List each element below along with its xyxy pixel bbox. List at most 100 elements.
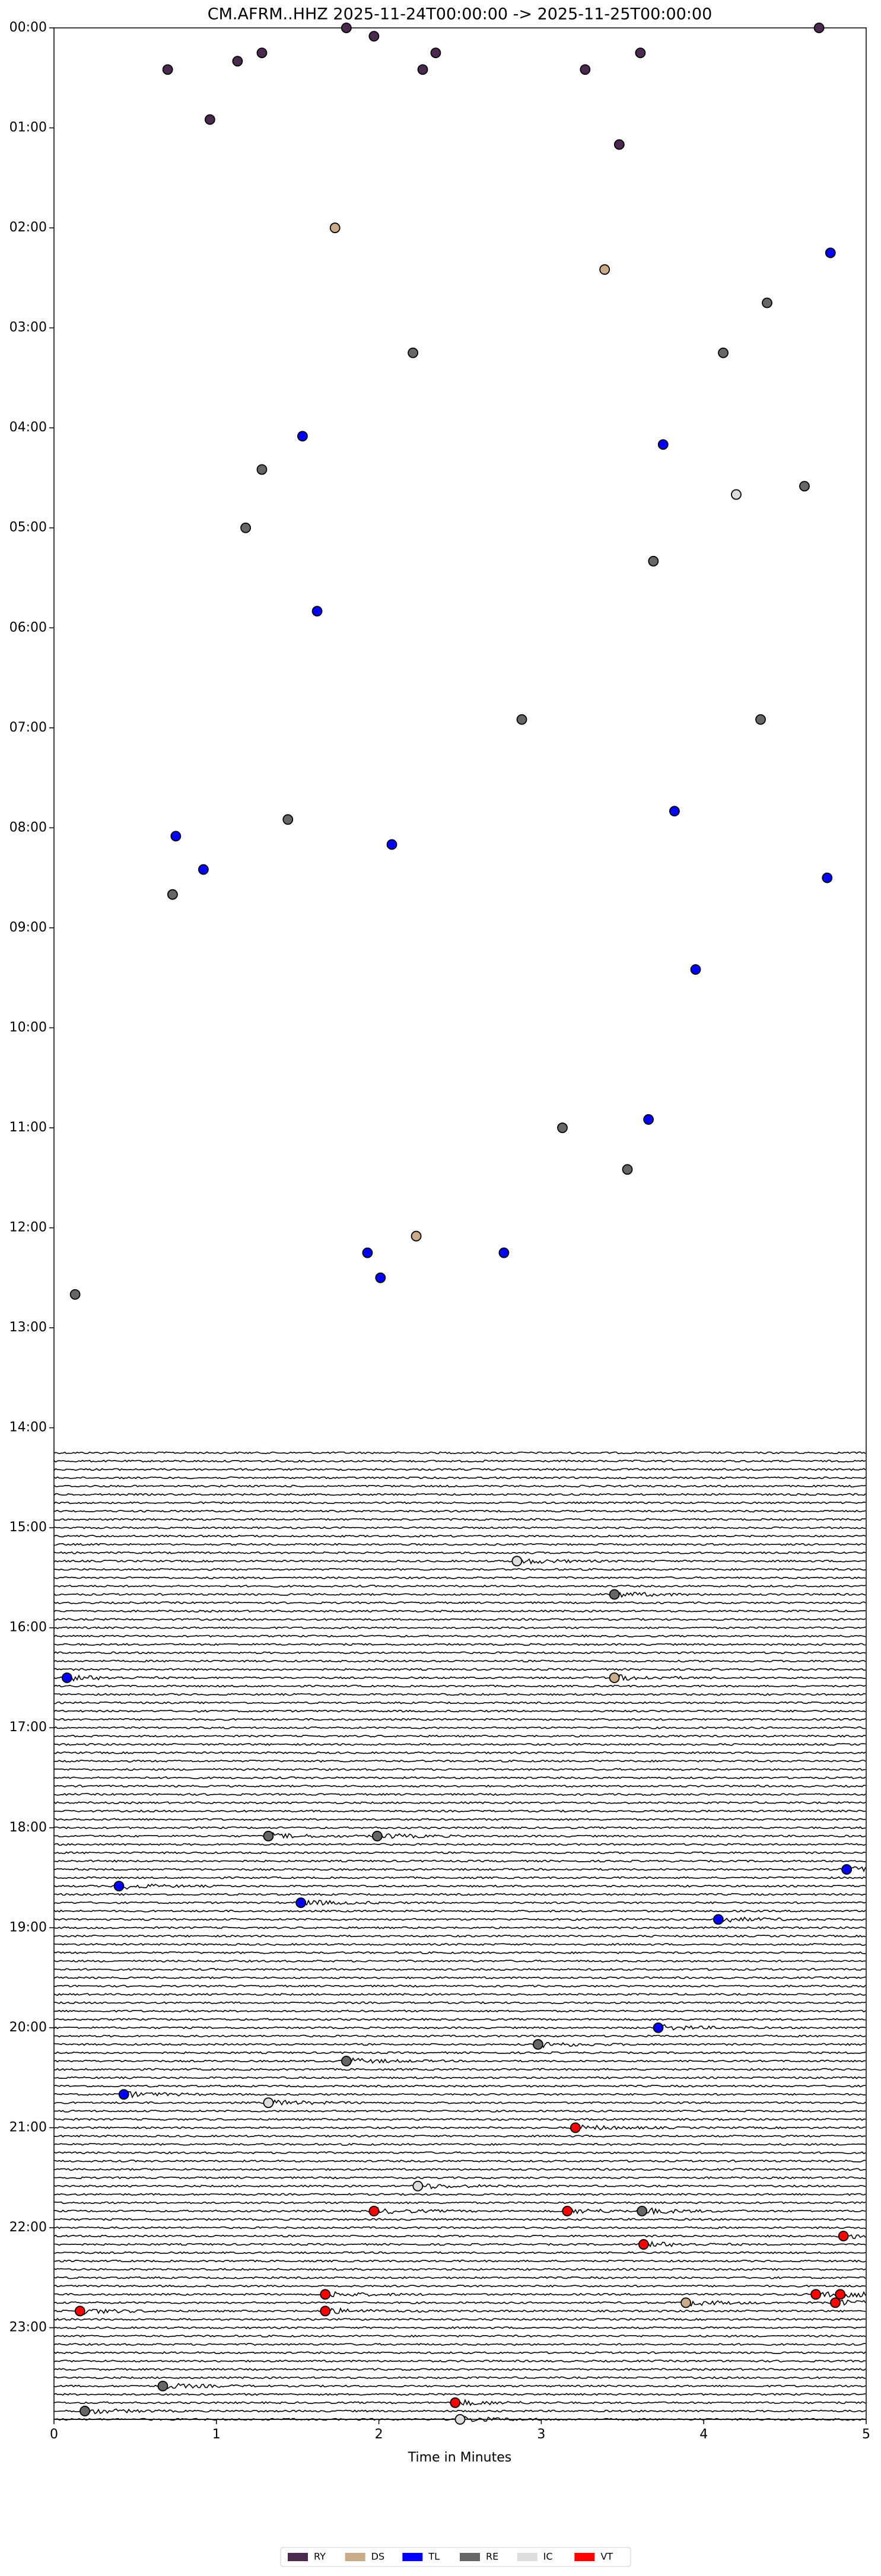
trace — [53, 1843, 866, 1846]
trace — [53, 1951, 866, 1954]
trace — [53, 1626, 866, 1630]
event-marker — [599, 264, 610, 275]
event-marker — [368, 2205, 380, 2216]
y-tick-label: 21:00 — [9, 2120, 47, 2135]
trace — [53, 1584, 866, 1588]
trace — [53, 2291, 866, 2299]
event-marker — [643, 1114, 654, 1125]
trace — [53, 1916, 866, 1923]
trace — [53, 1968, 866, 1971]
trace — [53, 1684, 866, 1688]
trace — [54, 2201, 866, 2205]
trace — [53, 1826, 866, 1830]
event-marker — [690, 964, 701, 975]
trace — [53, 2091, 866, 2098]
trace — [53, 2299, 866, 2307]
trace — [53, 2176, 866, 2180]
event-marker — [240, 522, 251, 533]
trace — [53, 1610, 866, 1613]
trace — [54, 2240, 866, 2249]
x-tick-label: 3 — [537, 2427, 545, 2442]
trace — [53, 2368, 866, 2371]
event-marker — [454, 2414, 466, 2425]
trace — [53, 1831, 866, 1841]
trace — [53, 1693, 866, 1696]
trace — [53, 1618, 866, 1621]
y-tick-label: 03:00 — [9, 320, 47, 335]
event-marker — [813, 23, 825, 33]
legend-label: IC — [543, 2551, 553, 2562]
event-marker — [657, 439, 669, 450]
x-tick-label: 0 — [50, 2427, 58, 2442]
traces — [53, 1451, 866, 2424]
event-marker — [375, 1272, 386, 1283]
trace — [53, 1484, 866, 1488]
event-marker — [680, 2297, 691, 2308]
trace — [53, 1718, 866, 1721]
trace — [53, 2307, 866, 2315]
y-tick-label: 19:00 — [9, 1920, 47, 1935]
trace — [53, 1493, 866, 1496]
event-marker — [69, 1289, 81, 1300]
trace — [53, 1759, 866, 1763]
y-tick-label: 17:00 — [9, 1720, 47, 1735]
trace — [53, 2351, 866, 2355]
legend-swatch — [517, 2553, 537, 2561]
legend-swatch — [288, 2553, 308, 2561]
event-marker — [669, 806, 680, 817]
trace — [53, 2343, 866, 2346]
y-tick-label: 09:00 — [9, 920, 47, 935]
trace — [53, 1960, 866, 1963]
event-marker — [362, 1247, 373, 1258]
event-marker — [320, 2289, 331, 2300]
y-tick-label: 01:00 — [9, 120, 47, 135]
y-tick-label: 18:00 — [9, 1820, 47, 1835]
trace — [53, 1501, 866, 1505]
trace — [53, 1709, 866, 1713]
trace — [53, 1751, 866, 1754]
trace — [53, 1726, 866, 1729]
trace — [53, 1742, 866, 1746]
event-marker — [570, 2122, 581, 2133]
event-marker — [282, 814, 294, 825]
trace — [53, 1543, 866, 1546]
trace — [53, 1651, 866, 1655]
event-marker — [408, 347, 418, 358]
event-marker — [263, 1830, 274, 1842]
trace — [53, 1476, 866, 1480]
y-tick-label: 04:00 — [9, 420, 47, 435]
trace — [53, 1518, 866, 1521]
legend-swatch — [402, 2553, 423, 2561]
event-marker — [295, 1897, 307, 1909]
trace — [53, 1643, 866, 1646]
trace — [53, 1668, 866, 1671]
y-tick-label: 23:00 — [9, 2320, 47, 2335]
event-marker — [256, 464, 268, 475]
event-marker — [204, 114, 215, 125]
event-marker — [825, 247, 836, 259]
trace — [53, 2183, 866, 2190]
event-marker — [167, 889, 178, 900]
event-marker — [762, 297, 772, 309]
trace — [53, 1882, 866, 1890]
event-marker — [653, 2022, 664, 2033]
trace — [53, 1526, 866, 1529]
event-marker — [822, 872, 833, 883]
trace — [53, 1793, 866, 1796]
x-tick-label: 4 — [699, 2427, 708, 2442]
event-marker — [810, 2289, 822, 2300]
event-marker — [368, 31, 380, 42]
trace — [53, 1809, 866, 1813]
event-marker — [718, 347, 729, 358]
y-tick-label: 20:00 — [9, 2020, 47, 2035]
event-marker — [371, 1830, 383, 1842]
trace — [53, 1899, 866, 1907]
trace — [53, 2034, 866, 2038]
y-tick-label: 11:00 — [9, 1120, 47, 1135]
trace — [53, 2099, 866, 2108]
trace — [53, 1942, 866, 1946]
trace — [53, 2001, 866, 2005]
trace — [53, 2326, 866, 2329]
trace — [53, 2068, 866, 2071]
